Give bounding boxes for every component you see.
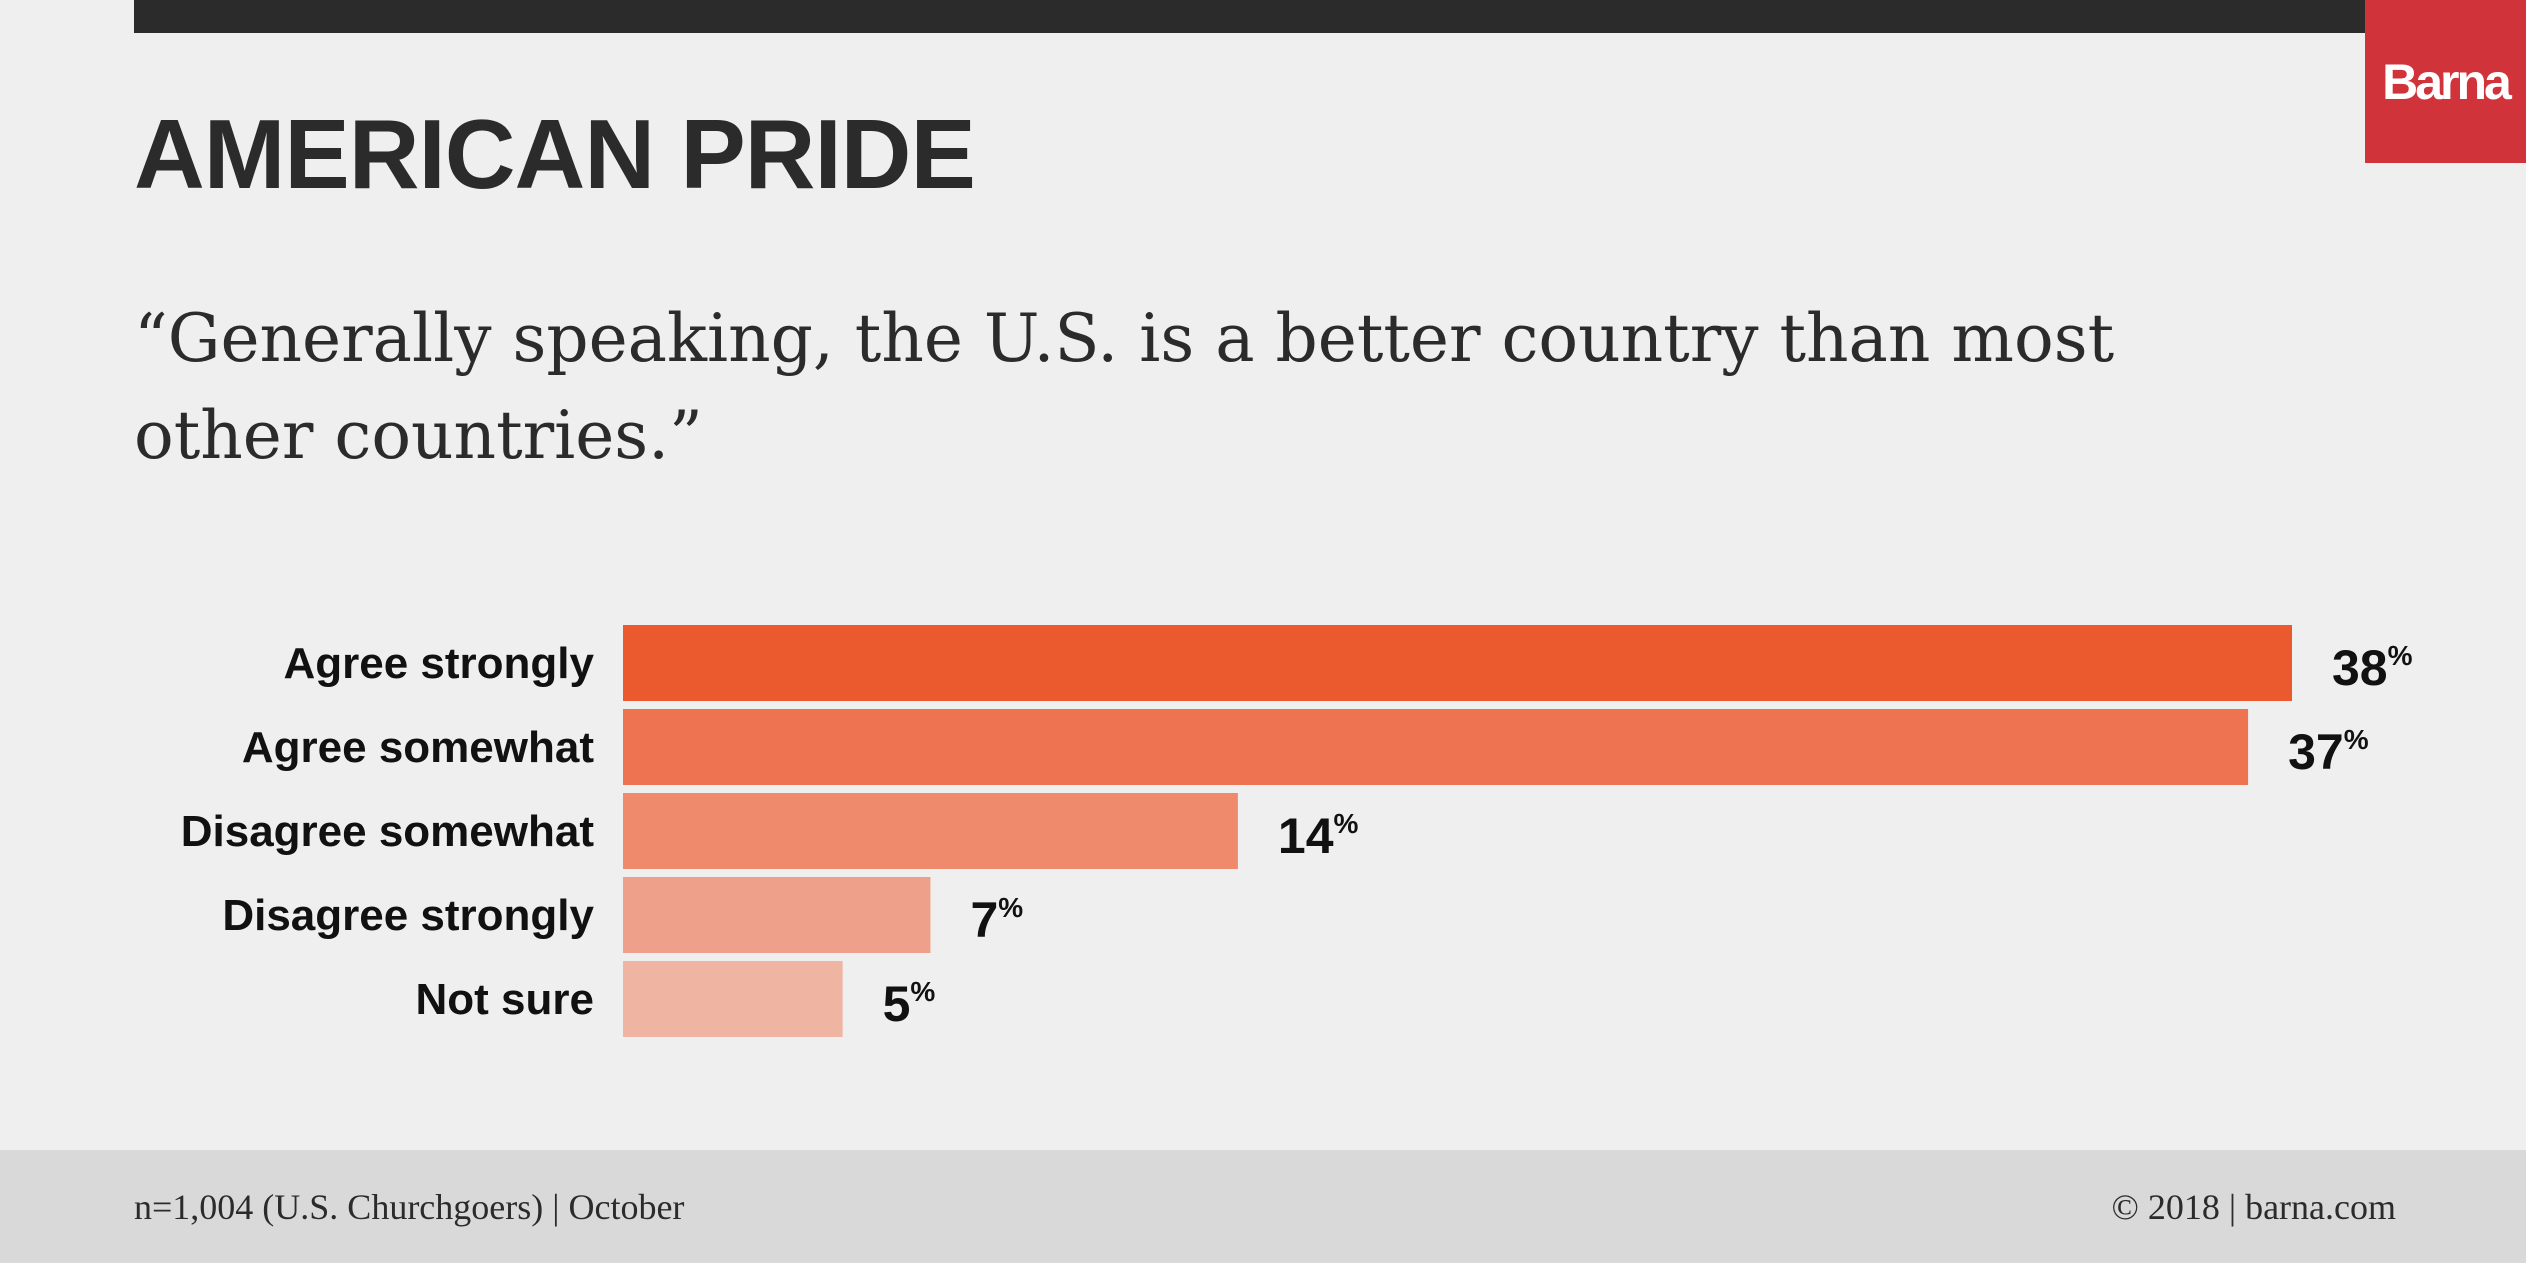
- bar-chart: Agree strongly 38% Agree somewhat 37% Disagr…: [181, 625, 2413, 1037]
- bar: [623, 961, 843, 1037]
- category-label: Not sure: [416, 975, 594, 1024]
- page-title: AMERICAN PRIDE: [134, 99, 976, 209]
- bar: [623, 793, 1238, 869]
- value-label: 7%: [970, 892, 1023, 948]
- copyright: © 2018 | barna.com: [2111, 1187, 2396, 1227]
- category-label: Disagree strongly: [222, 891, 594, 940]
- value-label: 37%: [2288, 724, 2369, 780]
- sample-note: n=1,004 (U.S. Churchgoers) | October: [134, 1187, 685, 1227]
- footer: n=1,004 (U.S. Churchgoers) | October © 2…: [0, 1150, 2526, 1263]
- category-label: Disagree somewhat: [181, 807, 595, 856]
- category-label: Agree strongly: [283, 639, 594, 688]
- barna-logo: Barna: [2365, 0, 2526, 163]
- bar: [623, 625, 2292, 701]
- survey-question: “Generally speaking, the U.S. is a bette…: [134, 300, 2115, 474]
- category-label: Agree somewhat: [242, 723, 594, 772]
- top-bar: [134, 0, 2365, 33]
- value-label: 38%: [2332, 640, 2413, 696]
- bar: [623, 709, 2249, 785]
- bar: [623, 877, 931, 953]
- value-label: 5%: [883, 976, 936, 1032]
- value-label: 14%: [1278, 808, 1359, 864]
